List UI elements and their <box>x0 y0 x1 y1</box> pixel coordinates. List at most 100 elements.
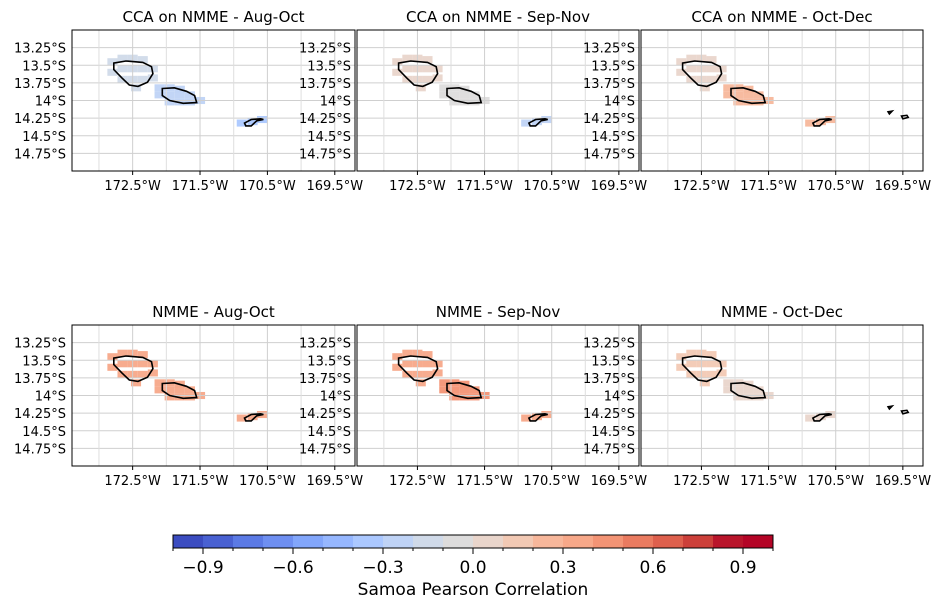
savaii-correlation-cell <box>706 360 717 368</box>
upolu-coastline <box>161 381 198 400</box>
lat-tick-label: 14°S <box>604 390 635 405</box>
savaii-correlation-cell <box>686 65 697 73</box>
colorbar-tick-label: −0.9 <box>182 558 223 578</box>
colorbar-segment <box>443 535 474 548</box>
savaii-coastline <box>681 60 723 88</box>
savaii-correlation-cell <box>117 54 128 62</box>
lat-tick-label: 14.25°S <box>583 112 635 127</box>
lon-tick-label: 172.5°W <box>104 474 161 489</box>
lat-tick-label: 13.75°S <box>299 77 351 92</box>
upolu-correlation-cell <box>753 98 764 106</box>
savaii-correlation-cell <box>699 84 710 92</box>
tutuila-correlation-cell <box>247 413 258 421</box>
savaii-correlation-cell <box>706 370 717 378</box>
lat-tick-label: 14.25°S <box>14 407 66 422</box>
savaii-correlation-cell <box>402 360 413 368</box>
lat-tick-label: 13.25°S <box>583 42 635 57</box>
savaii-coastline <box>397 60 439 88</box>
savaii-correlation-cell <box>422 351 433 359</box>
upolu-correlation-cell <box>449 386 460 394</box>
savaii-correlation-cell <box>432 74 443 82</box>
colorbar-segment <box>383 535 414 548</box>
upolu-correlation-cell <box>164 98 175 106</box>
upolu-correlation-cell <box>439 386 450 394</box>
lon-tick-label: 171.5°W <box>172 474 229 489</box>
lat-tick-label: 14°S <box>35 390 66 405</box>
upolu-correlation-cell <box>733 91 744 99</box>
savaii-correlation-cell <box>415 84 426 92</box>
savaii-correlation-cell <box>137 351 148 359</box>
tutuila-correlation-cell <box>521 119 532 127</box>
tutuila-coastline <box>527 117 548 127</box>
lat-tick-label: 13.5°S <box>591 59 635 74</box>
upolu-correlation-cell <box>174 386 185 394</box>
savaii-correlation-cell <box>137 370 148 378</box>
savaii-correlation-cell <box>137 65 148 73</box>
savaii-correlation-cell <box>137 75 148 83</box>
tutuila-correlation-cell <box>815 118 826 126</box>
colorbar-tick-label: 0.0 <box>459 558 486 578</box>
upolu-correlation-cell <box>469 386 480 394</box>
lon-tick-label: 169.5°W <box>306 179 363 194</box>
savaii-correlation-cell <box>130 379 142 387</box>
upolu-correlation-cell <box>154 386 165 394</box>
colorbar-segment <box>293 535 324 548</box>
savaii-correlation-cell <box>117 349 128 357</box>
savaii-correlation-cell <box>676 363 687 371</box>
upolu-coastline <box>446 381 483 400</box>
savaii-correlation-cell <box>706 75 717 83</box>
colorbar-segment <box>623 535 654 548</box>
colorbar-segment <box>203 535 234 548</box>
savaii-correlation-cell <box>107 353 118 361</box>
upolu-correlation-cell <box>723 91 734 99</box>
lat-tick-label: 14°S <box>604 95 635 110</box>
lat-tick-label: 13.25°S <box>14 337 66 352</box>
upolu-correlation-cell <box>439 84 450 92</box>
tutuila-coastline <box>243 412 264 422</box>
lon-tick-label: 170.5°W <box>523 474 580 489</box>
savaii-coastline <box>113 355 154 383</box>
lat-tick-label: 13.25°S <box>299 337 351 352</box>
savaii-correlation-cell <box>130 84 142 92</box>
upolu-correlation-cell <box>449 393 460 401</box>
colorbar-segment <box>413 535 444 548</box>
colorbar-segment <box>683 535 714 548</box>
colorbar-label: Samoa Pearson Correlation <box>358 580 589 600</box>
lon-tick-label: 172.5°W <box>673 474 730 489</box>
savaii-correlation-cell <box>432 360 443 368</box>
tutuila-coastline <box>811 412 832 422</box>
lat-tick-label: 13.75°S <box>14 372 66 387</box>
colorbar-segment <box>593 535 624 548</box>
lat-tick-label: 14.75°S <box>14 442 66 457</box>
upolu-correlation-cell <box>154 379 165 387</box>
savaii-correlation-cell <box>137 56 148 64</box>
colorbar-segment <box>503 535 534 548</box>
colorbar-segment <box>263 535 294 548</box>
panel-title: CCA on NMME - Aug-Oct <box>122 8 304 26</box>
colorbar-tick-label: 0.9 <box>729 558 756 578</box>
lon-tick-label: 169.5°W <box>875 474 932 489</box>
upolu-correlation-cell <box>469 91 480 99</box>
upolu-correlation-cell <box>184 393 195 401</box>
upolu-correlation-cell <box>164 393 175 401</box>
lat-tick-label: 13.75°S <box>14 77 66 92</box>
upolu-correlation-cell <box>753 91 764 99</box>
lon-tick-label: 171.5°W <box>456 474 513 489</box>
lat-tick-label: 13.75°S <box>583 372 635 387</box>
savaii-correlation-cell <box>422 370 433 378</box>
lon-tick-label: 172.5°W <box>389 179 446 194</box>
lat-tick-label: 13.5°S <box>307 59 351 74</box>
tutuila-correlation-cell <box>531 413 542 421</box>
savaii-correlation-cell <box>706 65 717 73</box>
lat-tick-label: 14.5°S <box>591 425 635 440</box>
lon-tick-label: 171.5°W <box>456 179 513 194</box>
lat-tick-label: 13.25°S <box>583 337 635 352</box>
tutuila-correlation-cell <box>521 414 532 422</box>
lon-tick-label: 171.5°W <box>740 179 797 194</box>
map-panel: NMME - Sep-Nov 172.5°W 171.5°W 170.5°W 169.5… <box>299 303 647 489</box>
colorbar-segment <box>173 535 204 548</box>
tutuila-coastline <box>811 117 832 127</box>
savaii-correlation-cell <box>716 360 727 368</box>
tutuila-correlation-cell <box>236 119 247 127</box>
